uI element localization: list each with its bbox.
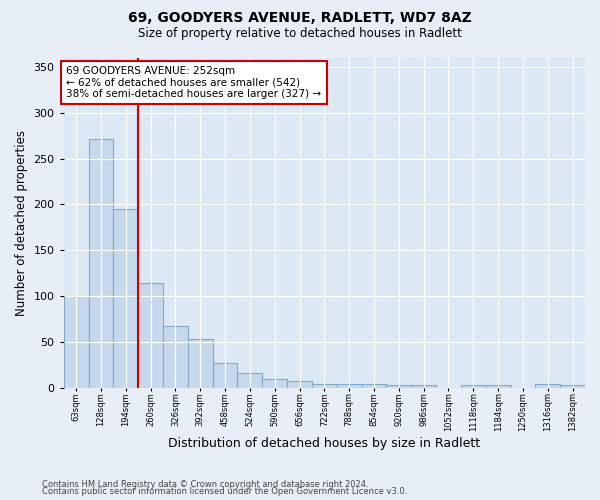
Bar (337, 384, 362, 388)
Bar (362, 384, 386, 388)
Text: Contains HM Land Registry data © Crown copyright and database right 2024.: Contains HM Land Registry data © Crown c… (42, 480, 368, 489)
Bar (64, 296, 89, 388)
Y-axis label: Number of detached properties: Number of detached properties (15, 130, 28, 316)
X-axis label: Distribution of detached houses by size in Radlett: Distribution of detached houses by size … (168, 437, 481, 450)
Bar (287, 381, 312, 388)
Bar (262, 379, 287, 388)
Bar (113, 209, 138, 388)
Bar (163, 326, 188, 388)
Bar (560, 386, 585, 388)
Bar (535, 384, 560, 388)
Bar (188, 338, 212, 388)
Text: 69 GOODYERS AVENUE: 252sqm
← 62% of detached houses are smaller (542)
38% of sem: 69 GOODYERS AVENUE: 252sqm ← 62% of deta… (67, 66, 322, 99)
Bar (312, 384, 337, 388)
Text: 69, GOODYERS AVENUE, RADLETT, WD7 8AZ: 69, GOODYERS AVENUE, RADLETT, WD7 8AZ (128, 11, 472, 25)
Bar (138, 282, 163, 388)
Bar (486, 386, 511, 388)
Bar (386, 386, 411, 388)
Bar (89, 139, 113, 388)
Bar (212, 364, 238, 388)
Text: Size of property relative to detached houses in Radlett: Size of property relative to detached ho… (138, 28, 462, 40)
Bar (461, 386, 486, 388)
Bar (238, 372, 262, 388)
Bar (411, 386, 436, 388)
Text: Contains public sector information licensed under the Open Government Licence v3: Contains public sector information licen… (42, 488, 407, 496)
